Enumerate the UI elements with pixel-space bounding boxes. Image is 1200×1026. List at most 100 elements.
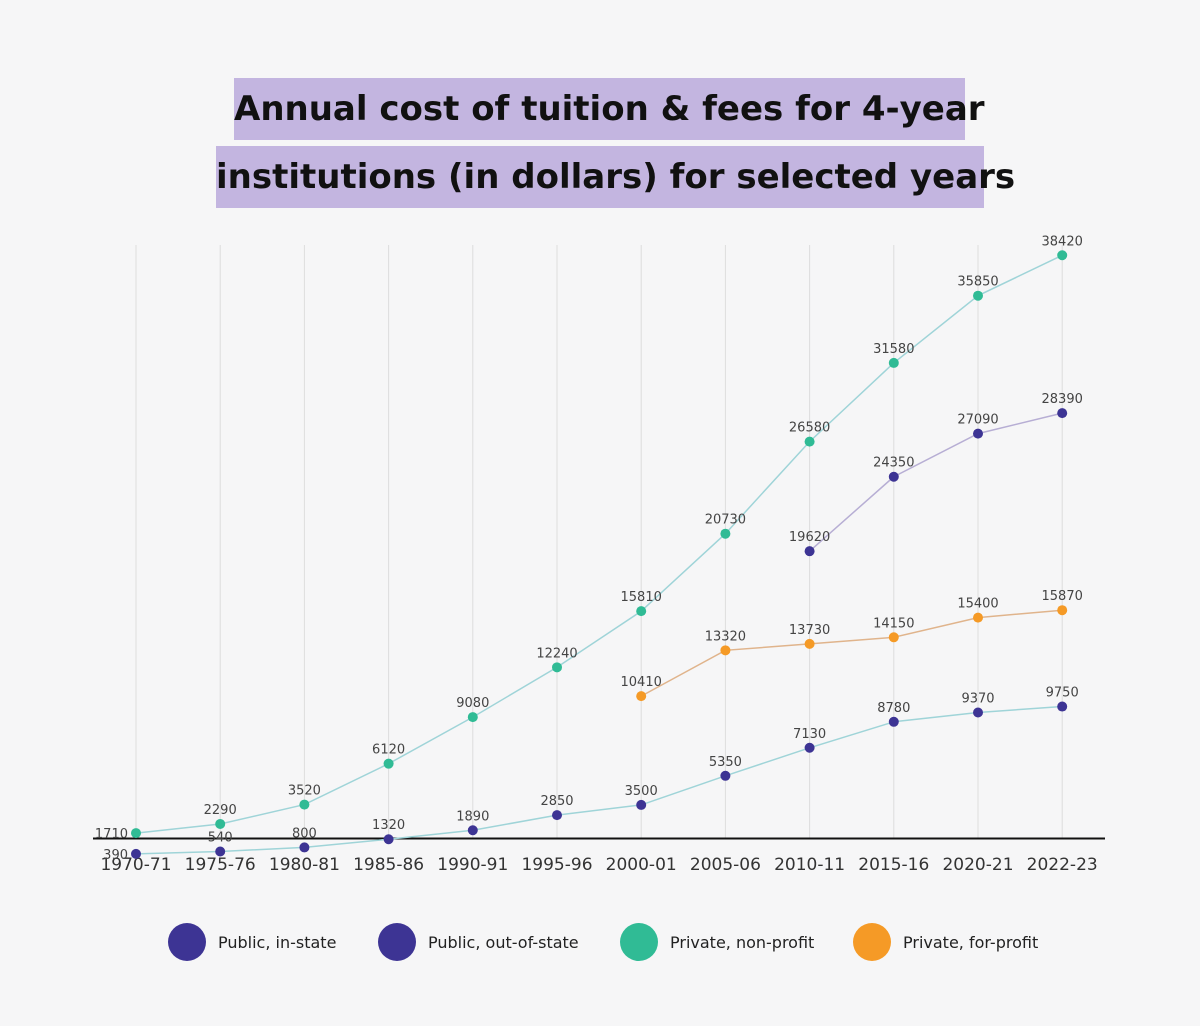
data-label-public-out-of-state: 24350 xyxy=(873,456,914,471)
data-point-public-in-state xyxy=(552,810,562,821)
data-point-private-non-profit xyxy=(636,606,647,617)
data-point-private-non-profit xyxy=(299,799,310,810)
data-label-private-non-profit: 2290 xyxy=(204,803,237,818)
x-tick-label: 2005-06 xyxy=(690,855,761,875)
data-point-public-in-state xyxy=(636,799,647,810)
data-point-private-non-profit xyxy=(467,712,478,723)
data-point-private-non-profit xyxy=(804,436,815,447)
data-point-public-out-of-state xyxy=(888,471,899,482)
series-line-public-out-of-state xyxy=(809,412,1063,552)
x-tick-label: 2010-11 xyxy=(774,855,845,875)
data-label-public-in-state: 5350 xyxy=(709,755,742,770)
data-label-private-non-profit: 26580 xyxy=(789,421,830,436)
x-tick-label: 1970-71 xyxy=(100,855,171,875)
data-point-public-out-of-state xyxy=(1057,408,1068,419)
data-label-public-out-of-state: 19620 xyxy=(789,530,830,545)
x-tick-label: 1995-96 xyxy=(521,855,592,875)
data-point-public-in-state xyxy=(467,825,478,836)
x-tick-label: 2022-23 xyxy=(1027,855,1098,875)
data-label-private-non-profit: 3520 xyxy=(288,784,321,799)
data-label-private-non-profit: 9080 xyxy=(456,696,489,711)
data-label-private-for-profit: 14150 xyxy=(873,616,914,631)
data-label-public-in-state: 7130 xyxy=(793,727,826,742)
legend-swatch-private-for-profit xyxy=(853,923,891,961)
data-label-public-in-state: 540 xyxy=(208,831,233,846)
legend-swatch-public-out-of-state xyxy=(378,923,416,961)
data-label-private-for-profit: 15400 xyxy=(957,597,998,612)
data-label-public-in-state: 9750 xyxy=(1046,686,1079,701)
data-label-public-in-state: 1320 xyxy=(372,818,405,833)
data-point-private-non-profit xyxy=(720,528,731,539)
data-label-public-in-state: 800 xyxy=(292,826,317,841)
legend-label-private-non-profit: Private, non-profit xyxy=(670,932,815,952)
data-point-private-for-profit xyxy=(888,632,899,643)
data-label-private-for-profit: 10410 xyxy=(621,675,662,690)
data-point-public-in-state xyxy=(888,716,899,727)
data-point-private-for-profit xyxy=(720,645,731,656)
x-tick-label: 1985-86 xyxy=(353,855,424,875)
data-point-private-non-profit xyxy=(552,662,562,673)
data-point-private-non-profit xyxy=(973,290,983,301)
data-point-public-out-of-state xyxy=(804,546,815,557)
data-point-private-non-profit xyxy=(383,758,394,769)
series-private-non-profit: 1710 2290 3520 6120 9080 12240 15810 20730 26580… xyxy=(95,234,1083,842)
data-label-private-non-profit: 6120 xyxy=(372,743,405,758)
data-label-public-out-of-state: 28390 xyxy=(1042,392,1083,407)
data-point-public-in-state xyxy=(973,707,983,718)
data-point-private-for-profit xyxy=(1057,605,1068,616)
data-point-private-for-profit xyxy=(636,691,647,702)
series-private-for-profit: 10410 13320 13730 14150 15400 15870 xyxy=(621,589,1083,702)
series-public-out-of-state: 19620 24350 27090 28390 xyxy=(789,392,1083,557)
data-label-public-out-of-state: 27090 xyxy=(957,413,998,428)
chart-title-line-1: Annual cost of tuition & fees for 4-year xyxy=(234,78,985,140)
data-point-public-in-state xyxy=(215,846,226,857)
data-point-private-non-profit xyxy=(888,357,899,368)
data-label-private-for-profit: 13320 xyxy=(705,629,746,644)
data-label-public-in-state: 1890 xyxy=(456,809,489,824)
data-label-private-non-profit: 15810 xyxy=(621,590,662,605)
legend-label-public-out-of-state: Public, out-of-state xyxy=(428,932,579,952)
data-point-private-non-profit xyxy=(131,828,141,839)
data-label-private-non-profit: 35850 xyxy=(957,275,998,290)
data-label-private-non-profit: 1710 xyxy=(95,827,128,842)
data-point-public-out-of-state xyxy=(973,428,983,439)
x-tick-label: 2015-16 xyxy=(858,855,929,875)
x-tick-label: 1980-81 xyxy=(269,855,340,875)
legend-swatch-public-in-state xyxy=(168,923,206,961)
series-line-private-non-profit xyxy=(135,254,1063,834)
data-point-private-for-profit xyxy=(973,612,983,623)
x-tick-label: 1975-76 xyxy=(185,855,256,875)
x-tick-label: 2020-21 xyxy=(942,855,1013,875)
legend-label-private-for-profit: Private, for-profit xyxy=(903,932,1039,952)
legend-item-private-non-profit: Private, non-profit xyxy=(620,920,814,964)
data-label-public-in-state: 9370 xyxy=(961,692,994,707)
data-point-public-in-state xyxy=(1057,701,1068,712)
data-label-private-for-profit: 13730 xyxy=(789,623,830,638)
series-line-public-in-state xyxy=(135,705,1063,855)
series-line-private-for-profit xyxy=(640,609,1063,697)
gridlines xyxy=(135,245,1063,838)
series-public-in-state: 390 540 800 1320 1890 2850 3500 5350 7130 8780 937… xyxy=(103,686,1079,863)
data-label-public-in-state: 390 xyxy=(103,848,128,863)
data-label-private-non-profit: 12240 xyxy=(536,646,577,661)
chart-title-line-2: institutions (in dollars) for selected y… xyxy=(216,146,1015,208)
x-tick-label: 1990-91 xyxy=(437,855,508,875)
data-point-public-in-state xyxy=(804,742,815,753)
data-point-private-non-profit xyxy=(1057,250,1068,261)
data-label-private-non-profit: 31580 xyxy=(873,342,914,357)
chart-legend: Public, in-state Public, out-of-state Pr… xyxy=(0,920,1200,964)
data-label-public-in-state: 2850 xyxy=(540,794,573,809)
data-label-private-non-profit: 20730 xyxy=(705,513,746,528)
data-point-public-in-state xyxy=(383,834,394,845)
legend-item-private-for-profit: Private, for-profit xyxy=(853,920,1038,964)
data-point-private-for-profit xyxy=(804,638,815,649)
data-label-public-in-state: 3500 xyxy=(625,784,658,799)
data-point-public-in-state xyxy=(720,770,731,781)
x-tick-label: 2000-01 xyxy=(606,855,677,875)
data-label-public-in-state: 8780 xyxy=(877,701,910,716)
data-label-private-for-profit: 15870 xyxy=(1042,589,1083,604)
data-point-private-non-profit xyxy=(215,818,226,829)
data-point-public-in-state xyxy=(131,848,141,859)
legend-swatch-private-non-profit xyxy=(620,923,658,961)
